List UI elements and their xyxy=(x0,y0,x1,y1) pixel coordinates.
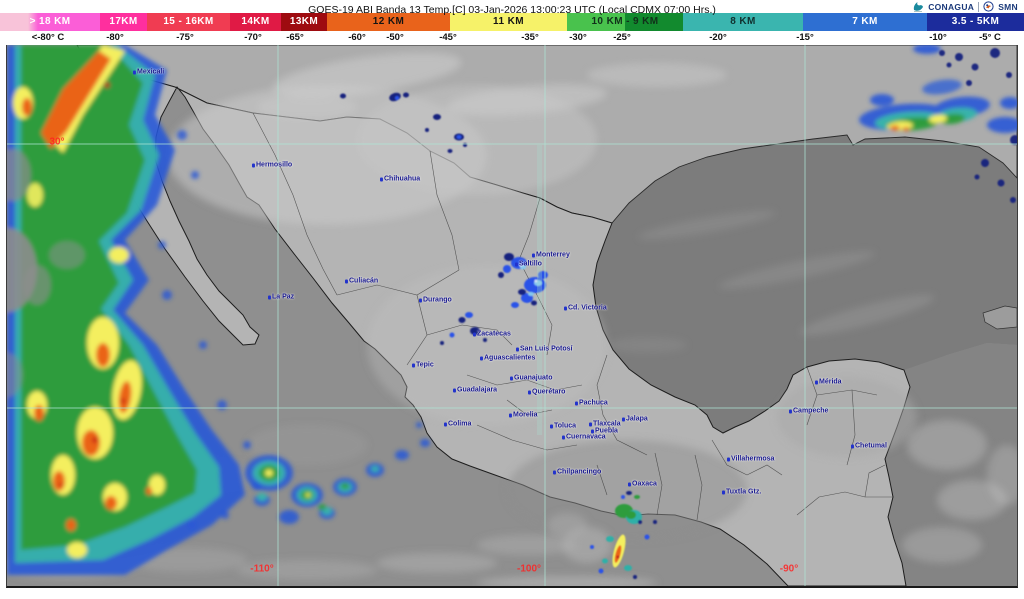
satellite-imagery xyxy=(7,45,1017,586)
altitude-segment: 14KM xyxy=(230,13,281,31)
temperature-tick-label: -45° xyxy=(439,32,457,43)
altitude-segment: 8 KM xyxy=(683,13,803,31)
bottom-margin xyxy=(0,588,1024,599)
altitude-segment: 10 KM - 9 KM xyxy=(567,13,683,31)
temperature-tick-label: -25° xyxy=(613,32,631,43)
altitude-segment: 15 - 16KM xyxy=(147,13,230,31)
smn-icon xyxy=(983,1,994,12)
title-bar: GOES-19 ABI Banda 13 Temp.[C] 03-Jan-202… xyxy=(0,0,1024,16)
altitude-segment: > 18 KM xyxy=(0,13,100,31)
temperature-tick-label: -70° xyxy=(244,32,262,43)
temperature-tick-label: -35° xyxy=(521,32,539,43)
altitude-segment: 11 KM xyxy=(450,13,567,31)
altitude-segment: 3.5 - 5KM xyxy=(927,13,1024,31)
temperature-scale: <-80° C -80° -75° -70° -65° -60° -50° -45° -35° -… xyxy=(0,31,1024,45)
temperature-tick-label: -20° xyxy=(709,32,727,43)
temperature-tick-label: -60° xyxy=(348,32,366,43)
temperature-tick-label: -15° xyxy=(796,32,814,43)
temperature-tick-label: -65° xyxy=(286,32,304,43)
temperature-tick-label: -75° xyxy=(176,32,194,43)
altitude-color-scale: > 18 KM 17KM 15 - 16KM 14KM 13KM 12 KM 11 KM 10… xyxy=(0,13,1024,31)
smn-logo-text: SMN xyxy=(998,1,1018,12)
agency-logos: CONAGUA SMN xyxy=(912,0,1018,13)
temperature-tick-label: -30° xyxy=(569,32,587,43)
altitude-segment: 13KM xyxy=(281,13,327,31)
temperature-tick-label: -50° xyxy=(386,32,404,43)
product-title: GOES-19 ABI Banda 13 Temp.[C] 03-Jan-202… xyxy=(308,4,716,16)
temperature-tick-label: -10° xyxy=(929,32,947,43)
altitude-segment: 7 KM xyxy=(803,13,927,31)
altitude-segment: 17KM xyxy=(100,13,147,31)
conagua-logo-text: CONAGUA xyxy=(928,1,975,12)
graticule xyxy=(7,45,1017,586)
logo-divider xyxy=(978,1,980,12)
temperature-tick-label: -80° xyxy=(106,32,124,43)
temperature-tick-label: -5° C xyxy=(979,32,1001,43)
altitude-segment: 12 KM xyxy=(327,13,450,31)
conagua-icon xyxy=(914,2,924,12)
temperature-tick-label: <-80° C xyxy=(31,32,65,43)
satellite-map: Mexicali Hermosillo Chihuahua Culiacán La Pa… xyxy=(6,45,1018,588)
